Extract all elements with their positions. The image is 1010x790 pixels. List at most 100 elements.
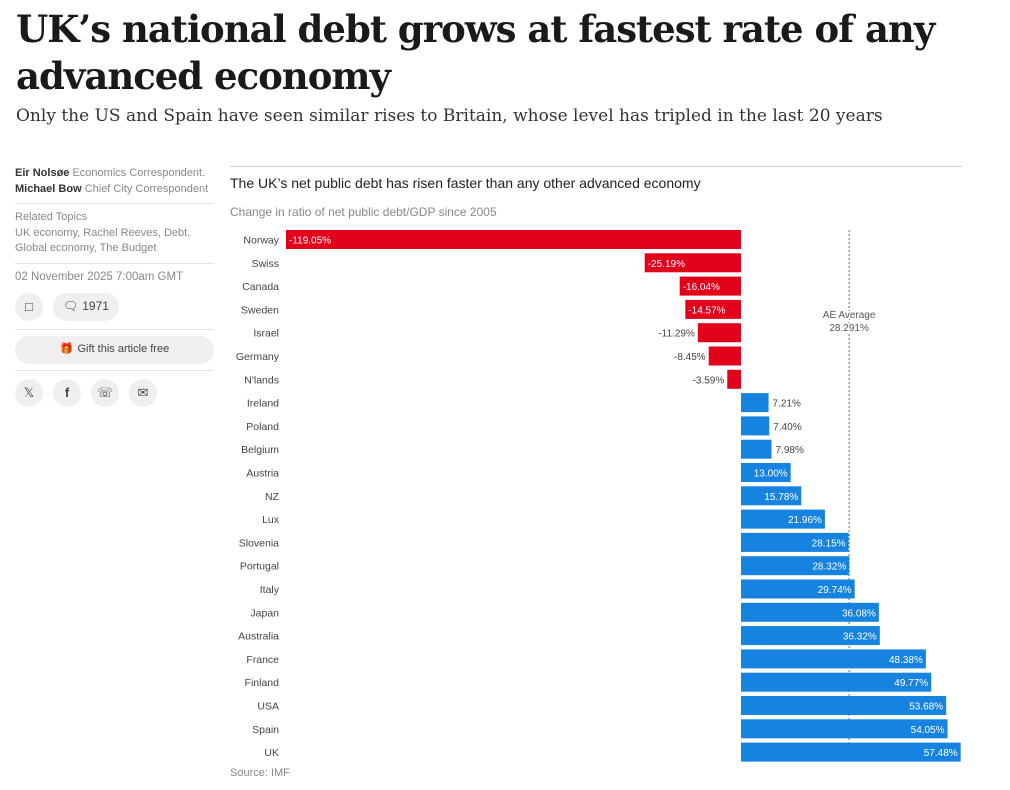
author-role: Chief City Correspondent bbox=[84, 182, 209, 195]
bar-portugal bbox=[741, 556, 850, 576]
gift-article-button[interactable]: 🎁 Gift this article free bbox=[15, 336, 214, 364]
bar-germany bbox=[708, 346, 741, 366]
standfirst: Only the US and Spain have seen similar … bbox=[16, 106, 883, 126]
bar-nlands bbox=[727, 369, 741, 389]
author-link[interactable]: Eir Nolsøe bbox=[15, 167, 70, 179]
data-label: 7.40% bbox=[773, 422, 801, 433]
data-label: -25.19% bbox=[648, 259, 685, 270]
data-label: 36.08% bbox=[842, 608, 876, 619]
article-sidebar: Eir Nolsøe Economics Correspondent. Mich… bbox=[15, 166, 214, 415]
category-label: Ireland bbox=[247, 398, 279, 410]
whatsapp-icon: ☏ bbox=[96, 385, 114, 401]
category-label: Japan bbox=[250, 607, 279, 619]
related-topics[interactable]: UK economy, Rachel Reeves, Debt, Global … bbox=[15, 226, 191, 255]
category-label: Italy bbox=[260, 584, 280, 596]
author-link[interactable]: Michael Bow bbox=[15, 182, 82, 195]
data-label: -8.45% bbox=[674, 352, 706, 363]
category-label: Canada bbox=[242, 281, 279, 293]
data-label: 29.74% bbox=[818, 585, 852, 596]
gift-label: Gift this article free bbox=[77, 343, 170, 356]
data-label: 7.98% bbox=[775, 445, 803, 456]
chart: The UK’s net public debt has risen faste… bbox=[230, 166, 962, 786]
bookmark-button[interactable]: □ bbox=[15, 293, 43, 321]
category-label: NZ bbox=[265, 491, 280, 503]
bar-austria bbox=[741, 463, 791, 482]
data-label: 15.78% bbox=[764, 492, 798, 503]
category-label: Swiss bbox=[252, 258, 279, 270]
category-label: Austria bbox=[246, 468, 279, 480]
bar-poland bbox=[741, 416, 770, 436]
chart-subtitle: Change in ratio of net public debt/GDP s… bbox=[230, 205, 497, 219]
bar-italy bbox=[741, 579, 855, 599]
category-label: UK bbox=[264, 747, 279, 759]
bar-norway bbox=[286, 230, 741, 249]
data-label: 7.21% bbox=[773, 399, 801, 410]
bar-nz bbox=[741, 486, 802, 506]
data-label: -14.57% bbox=[688, 305, 725, 316]
data-label: 28.32% bbox=[812, 562, 846, 573]
category-label: Portugal bbox=[240, 561, 279, 573]
data-label: 54.05% bbox=[911, 725, 945, 736]
data-label: -11.29% bbox=[658, 329, 695, 340]
bar-ireland bbox=[741, 393, 769, 413]
related-topics-label: Related Topics bbox=[15, 211, 87, 223]
category-label: Slovenia bbox=[239, 537, 279, 549]
bar-sweden bbox=[685, 299, 741, 319]
category-label: Norway bbox=[243, 235, 279, 247]
category-label: Australia bbox=[238, 631, 279, 643]
bar-usa bbox=[741, 696, 947, 715]
comments-button[interactable]: 🗨 1971 bbox=[53, 293, 119, 321]
data-label: 28.15% bbox=[812, 538, 846, 549]
category-label: Finland bbox=[245, 677, 280, 689]
data-label: 49.77% bbox=[894, 678, 928, 689]
category-label: USA bbox=[257, 701, 279, 713]
bar-japan bbox=[741, 602, 879, 622]
bar-finland bbox=[741, 672, 932, 692]
share-whatsapp-button[interactable]: ☏ bbox=[91, 379, 119, 407]
publish-date: 02 November 2025 7:00am GMT bbox=[15, 270, 184, 283]
average-label: AE Average bbox=[823, 310, 876, 321]
category-label: Spain bbox=[252, 724, 279, 736]
data-label: 13.00% bbox=[754, 469, 788, 480]
email-icon: ✉ bbox=[137, 385, 149, 401]
category-label: Lux bbox=[262, 514, 280, 526]
bar-spain bbox=[741, 719, 948, 739]
bar-slovenia bbox=[741, 532, 849, 552]
data-label: 21.96% bbox=[788, 515, 822, 526]
category-label: Sweden bbox=[241, 304, 279, 316]
data-label: -119.05% bbox=[289, 236, 331, 247]
data-label: -16.04% bbox=[683, 282, 720, 293]
share-facebook-button[interactable]: f bbox=[53, 379, 81, 407]
data-label: 36.32% bbox=[843, 632, 877, 643]
bar-france bbox=[741, 649, 926, 669]
bar-chart-svg: AE Average 28.291% Norway -119.05% Swiss -25.… bbox=[236, 230, 961, 762]
average-value: 28.291% bbox=[829, 323, 869, 334]
byline: Eir Nolsøe Economics Correspondent. Mich… bbox=[15, 166, 214, 197]
bar-israel bbox=[697, 323, 741, 343]
bar-canada bbox=[679, 276, 741, 296]
bar-australia bbox=[741, 626, 880, 646]
data-label: -3.59% bbox=[693, 375, 725, 386]
bookmark-icon: □ bbox=[25, 299, 33, 315]
comment-icon: 🗨 bbox=[63, 299, 79, 314]
gift-icon: 🎁 bbox=[59, 343, 74, 356]
share-email-button[interactable]: ✉ bbox=[129, 379, 157, 407]
data-label: 57.48% bbox=[924, 748, 958, 759]
x-icon: 𝕏 bbox=[23, 385, 35, 401]
category-label: N'lands bbox=[244, 374, 279, 386]
category-label: Belgium bbox=[241, 444, 279, 456]
chart-source: Source: IMF bbox=[230, 767, 290, 779]
chart-title: The UK’s net public debt has risen faste… bbox=[230, 175, 701, 191]
category-label: Germany bbox=[236, 351, 280, 363]
data-label: 48.38% bbox=[889, 655, 923, 666]
comment-count: 1971 bbox=[82, 299, 109, 314]
bar-uk bbox=[741, 742, 961, 762]
share-x-button[interactable]: 𝕏 bbox=[15, 379, 43, 407]
author-role: Economics Correspondent. bbox=[72, 167, 206, 179]
category-label: Israel bbox=[253, 328, 279, 340]
data-label: 53.68% bbox=[909, 702, 943, 713]
bar-belgium bbox=[741, 439, 772, 459]
category-label: France bbox=[246, 654, 279, 666]
facebook-icon: f bbox=[64, 385, 70, 401]
bar-swiss bbox=[644, 253, 741, 273]
